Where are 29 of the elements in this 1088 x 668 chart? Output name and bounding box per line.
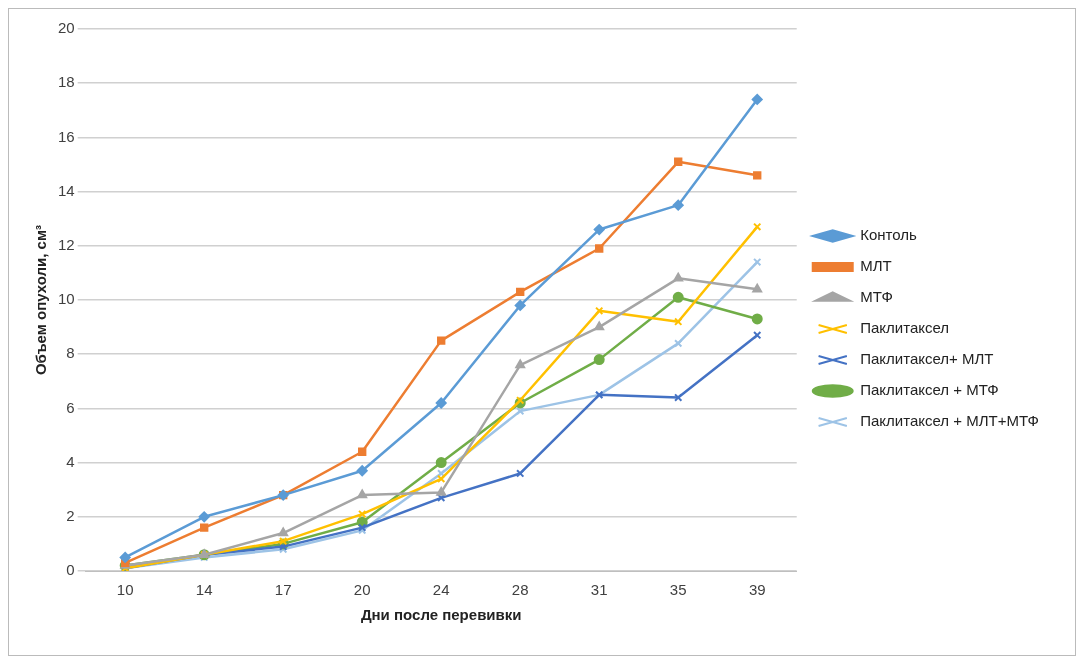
x-tick-label: 24 — [432, 581, 450, 599]
legend-label: Паклитаксел+ МЛТ — [860, 350, 994, 368]
y-tick-label: 10 — [58, 290, 75, 308]
x-tick-label: 14 — [195, 581, 213, 599]
y-tick-label: 16 — [58, 127, 75, 145]
y-axis-title: Объем опухоли, см³ — [32, 224, 50, 376]
x-axis-title: Дни после перевивки — [360, 606, 522, 624]
legend-label: Паклитаксел — [860, 319, 950, 337]
x-tick-label: 31 — [590, 581, 608, 599]
y-tick-label: 18 — [58, 73, 75, 91]
y-tick-label: 12 — [58, 235, 75, 253]
x-tick-label: 35 — [669, 581, 687, 599]
legend-label: Паклитаксел + МТФ — [860, 381, 999, 399]
y-tick-label: 4 — [66, 452, 75, 470]
y-tick-label: 2 — [66, 506, 75, 524]
y-tick-label: 0 — [66, 561, 75, 579]
x-tick-label: 28 — [511, 581, 529, 599]
y-tick-label: 20 — [58, 19, 75, 37]
y-tick-label: 6 — [66, 398, 75, 416]
y-tick-label: 14 — [58, 181, 75, 199]
x-tick-label: 39 — [748, 581, 766, 599]
x-tick-label: 10 — [116, 581, 134, 599]
legend-label: МЛТ — [860, 257, 892, 275]
x-tick-label: 17 — [274, 581, 292, 599]
legend-label: Паклитаксел + МЛТ+МТФ — [860, 412, 1039, 430]
legend-label: Контоль — [860, 226, 918, 244]
y-tick-label: 8 — [66, 344, 75, 362]
x-tick-label: 20 — [353, 581, 371, 599]
legend-label: МТФ — [860, 288, 893, 306]
